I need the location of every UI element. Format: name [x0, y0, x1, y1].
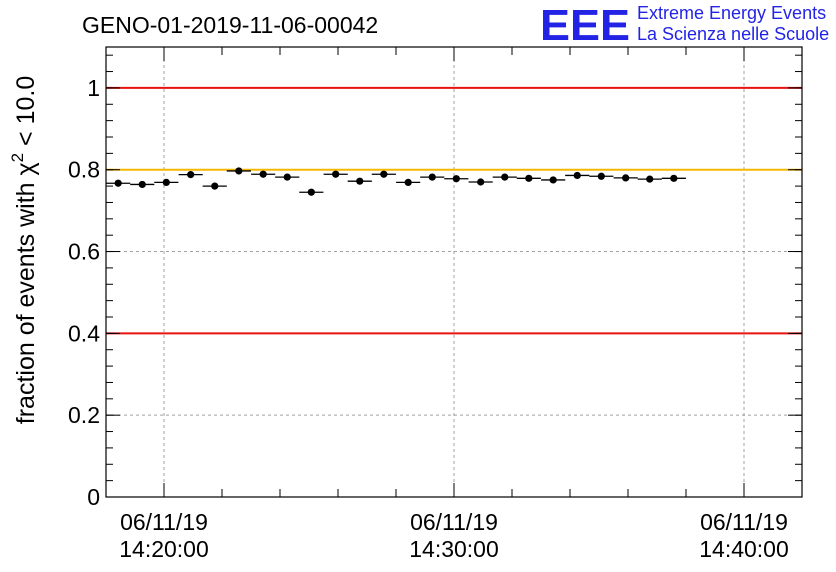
chart-title: GENO-01-2019-11-06-00042 — [82, 12, 378, 38]
data-point — [307, 188, 315, 196]
y-axis-label-superscript: 2 — [8, 153, 27, 162]
data-point — [211, 182, 219, 190]
reference-lines — [106, 86, 802, 335]
data-point — [404, 178, 412, 187]
data-point — [283, 173, 291, 181]
y-tick-label: 0.6 — [68, 239, 100, 265]
tick-labels: 00.20.40.60.8106/11/1914:20:0006/11/1914… — [68, 75, 789, 562]
data-point — [573, 171, 581, 180]
y-tick-label: 0.4 — [68, 320, 100, 346]
data-point — [622, 174, 630, 182]
y-tick-label: 0.8 — [68, 157, 100, 183]
x-tick-time: 14:40:00 — [699, 536, 789, 562]
y-axis-label-tail: < 10.0 — [12, 76, 40, 153]
data-point — [549, 176, 557, 184]
logo-line-1: Extreme Energy Events — [637, 3, 826, 23]
data-point — [332, 170, 340, 178]
data-point — [670, 174, 678, 182]
data-point — [114, 179, 122, 187]
data-point — [259, 170, 267, 178]
x-tick-date: 06/11/19 — [120, 509, 208, 535]
data-point — [646, 175, 654, 183]
data-point — [477, 178, 485, 186]
data-point — [597, 172, 605, 180]
data-point — [501, 173, 509, 181]
x-tick-time: 14:20:00 — [119, 536, 209, 562]
data-point — [525, 174, 533, 182]
grid-lines — [106, 47, 802, 497]
data-point — [187, 171, 195, 179]
logo-mark: EEE — [540, 1, 630, 50]
eee-logo: EEE Extreme Energy Events La Scienza nel… — [540, 1, 829, 50]
logo-line-2: La Scienza nelle Scuole — [637, 24, 829, 44]
data-point — [235, 167, 243, 175]
y-axis-label-main: fraction of events with χ — [12, 162, 40, 424]
data-point — [162, 178, 170, 187]
data-points — [106, 167, 686, 196]
x-tick-date: 06/11/19 — [410, 509, 498, 535]
y-axis-label: fraction of events with χ2 < 10.0 — [8, 76, 40, 424]
y-tick-label: 0.2 — [68, 402, 100, 428]
y-tick-label: 0 — [87, 484, 100, 510]
axes — [105, 46, 803, 498]
data-point — [452, 175, 460, 183]
x-tick-time: 14:30:00 — [409, 536, 499, 562]
x-tick-date: 06/11/19 — [700, 509, 788, 535]
data-point — [138, 180, 146, 189]
y-tick-label: 1 — [87, 75, 100, 101]
data-point — [356, 177, 364, 185]
data-point — [380, 170, 388, 178]
data-point — [428, 173, 436, 181]
